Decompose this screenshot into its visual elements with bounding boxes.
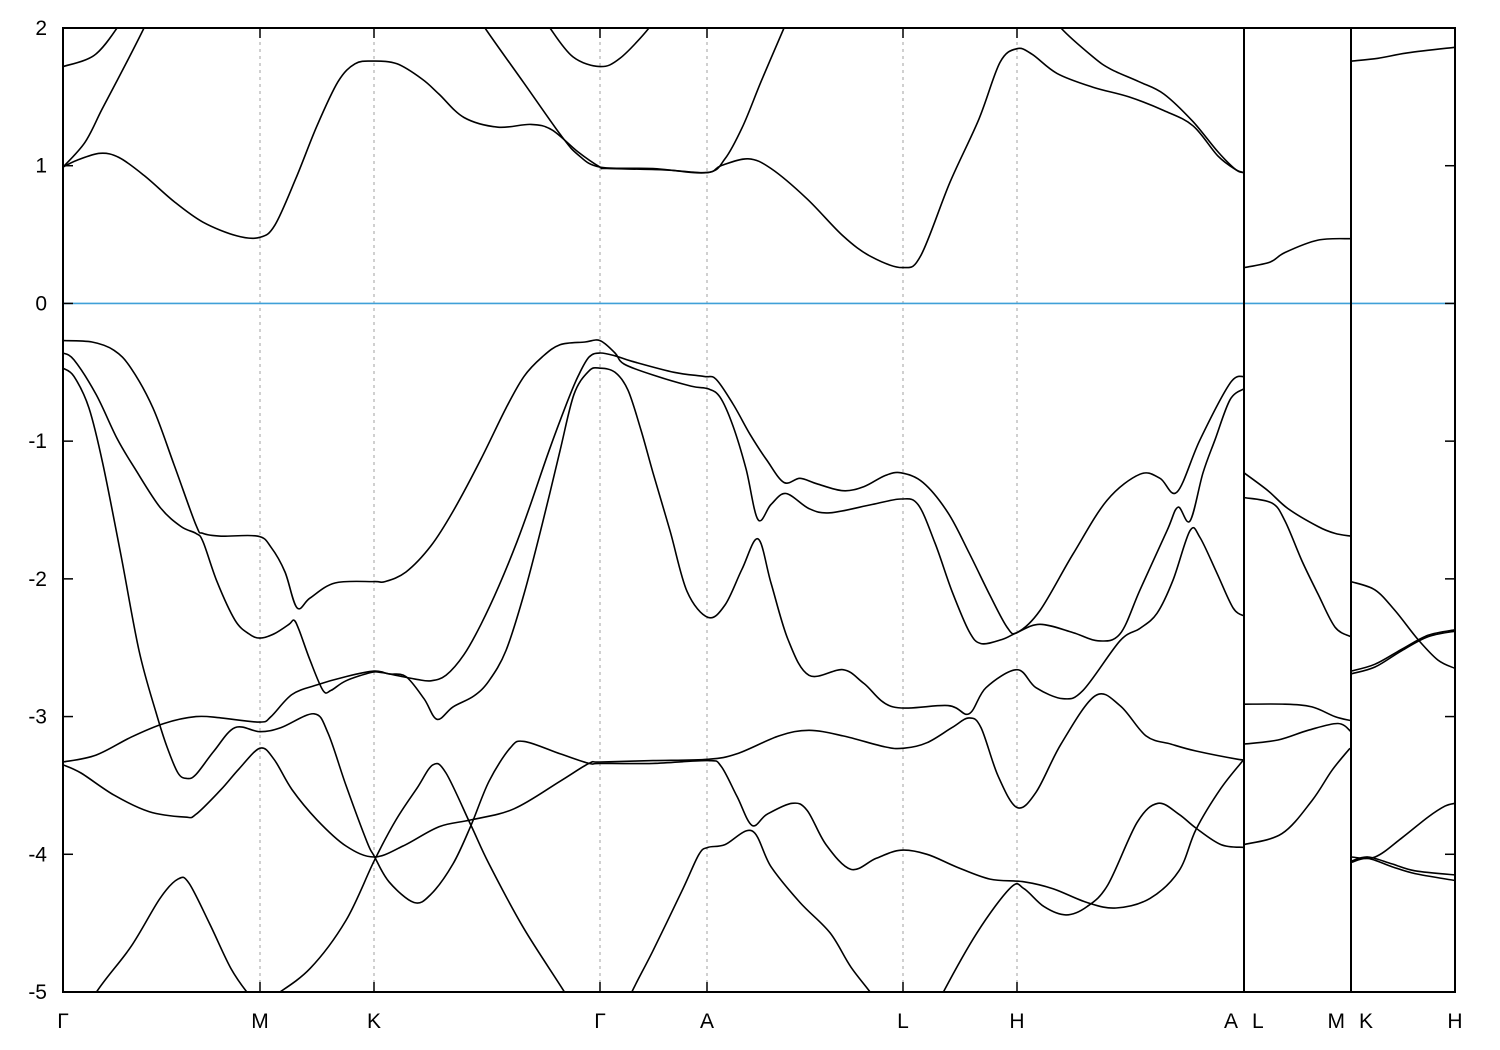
x-tick-label: A [1224, 1010, 1238, 1033]
plot-frame [62, 27, 1456, 993]
band-line [1350, 802, 1455, 860]
x-tick-label: K [367, 1010, 381, 1033]
band-line [1243, 747, 1351, 846]
x-tick-label: Γ [57, 1010, 69, 1033]
x-tick-label: Γ [594, 1010, 606, 1033]
band-line [1243, 722, 1352, 745]
axis-ticks [62, 27, 1456, 993]
band-line [63, 692, 1245, 858]
band-line [630, 829, 872, 992]
x-tick-label: H [1009, 1010, 1024, 1033]
band-line [63, 367, 1245, 909]
y-tick-label: 1 [35, 155, 47, 178]
x-tick-label: L [1252, 1010, 1264, 1033]
band-line [63, 47, 1245, 269]
band-line [1243, 703, 1352, 722]
x-tick-label: A [700, 1010, 714, 1033]
band-line [63, 28, 118, 68]
band-line [1243, 472, 1352, 537]
band-line [1350, 630, 1455, 675]
y-tick-label: -1 [28, 430, 47, 453]
x-tick-label: L [897, 1010, 909, 1033]
band-line [1350, 580, 1455, 670]
y-tick-label: -3 [28, 706, 47, 729]
band-lines [63, 28, 1455, 992]
x-tick-label: H [1447, 1010, 1462, 1033]
band-line [95, 762, 566, 992]
x-tick-label: M [1328, 1010, 1346, 1033]
band-line [1350, 856, 1455, 876]
band-line [63, 28, 145, 168]
y-tick-label: -2 [28, 568, 47, 591]
band-line [549, 28, 650, 68]
band-line [484, 28, 785, 174]
y-tick-label: 0 [35, 292, 47, 315]
y-tick-labels: 2 1 0 -1 -2 -3 -4 -5 [28, 17, 47, 1004]
y-tick-label: -5 [28, 981, 47, 1004]
band-line [1243, 496, 1352, 638]
band-line [1350, 46, 1455, 62]
band-line [1059, 28, 1245, 174]
grid-lines [259, 28, 1018, 992]
x-tick-label: K [1359, 1010, 1373, 1033]
band-line [1243, 237, 1352, 269]
y-tick-label: 2 [35, 17, 47, 40]
y-tick-label: -4 [28, 843, 47, 866]
band-line [1350, 857, 1455, 882]
path-break-lines [1243, 28, 1352, 992]
band-line [63, 352, 1245, 694]
band-line [1350, 629, 1455, 672]
band-line [942, 802, 1245, 992]
band-line [63, 339, 1245, 645]
x-tick-label: M [251, 1010, 269, 1033]
band-line [63, 366, 1245, 763]
